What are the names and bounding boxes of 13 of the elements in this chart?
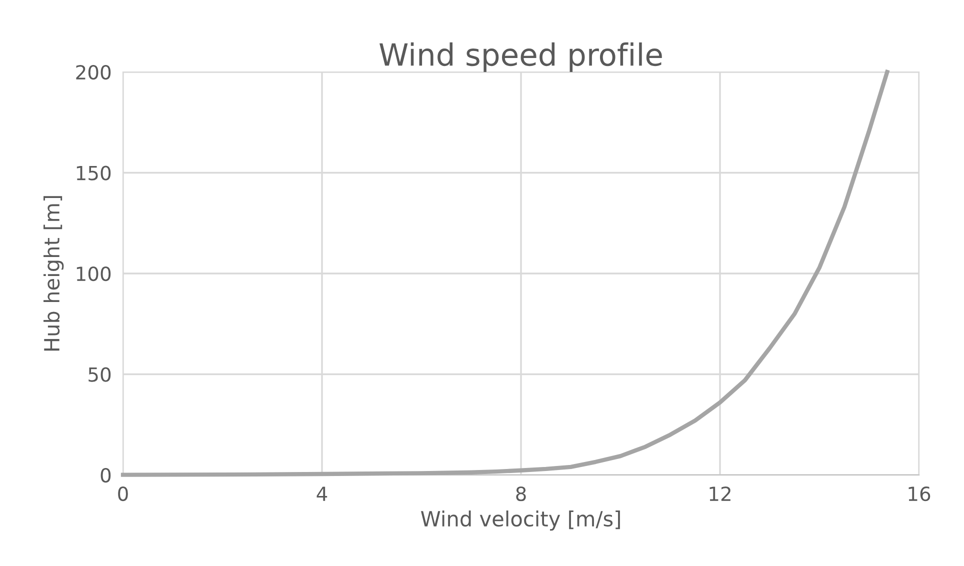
- x-tick-label: 16: [908, 486, 930, 502]
- y-tick-label: 50: [88, 367, 111, 382]
- x-tick-label: 0: [118, 486, 128, 502]
- chart-title: Wind speed profile: [380, 42, 662, 72]
- y-tick-label: 200: [76, 64, 111, 80]
- y-tick-label: 0: [100, 468, 111, 483]
- y-axis-title: Hub height [m]: [44, 196, 64, 351]
- x-tick-label: 4: [316, 486, 328, 501]
- y-tick-label: 100: [76, 266, 111, 282]
- y-tick-label: 150: [76, 166, 111, 180]
- x-tick-label: 8: [516, 486, 526, 502]
- x-tick-label: 12: [710, 486, 730, 501]
- x-axis-title: Wind velocity [m/s]: [420, 510, 620, 531]
